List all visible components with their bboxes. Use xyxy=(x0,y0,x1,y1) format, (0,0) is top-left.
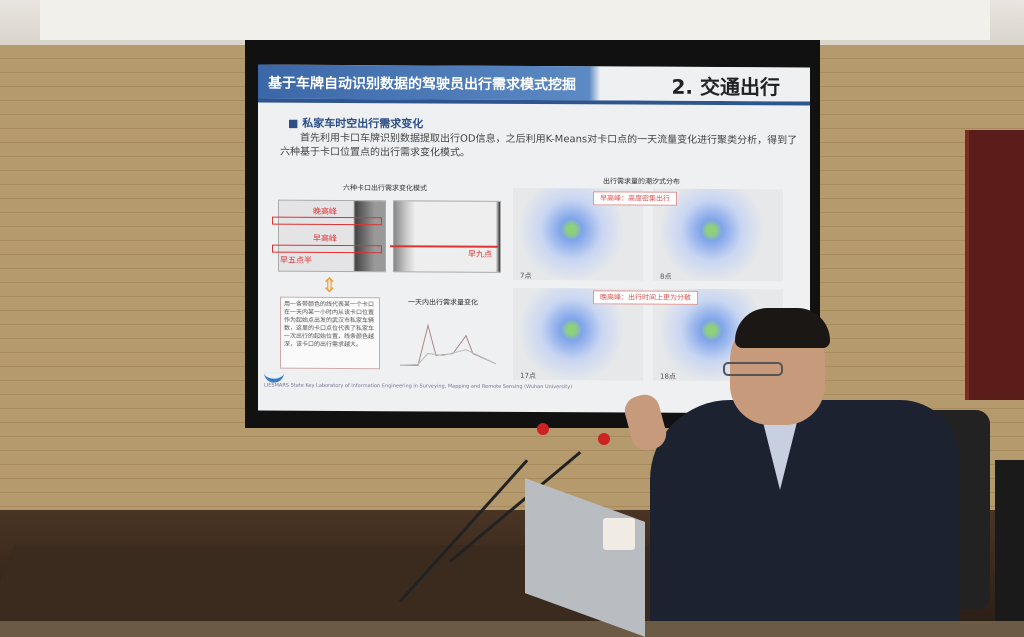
ceiling xyxy=(0,0,1024,50)
morning-peak-box xyxy=(272,244,382,254)
lab-logo-icon xyxy=(264,372,284,383)
daily-demand-line-chart xyxy=(399,323,497,366)
double-arrow-icon: ⇕ xyxy=(321,272,338,297)
label-9am: 早九点 xyxy=(468,249,492,259)
heatmap-2 xyxy=(393,200,501,273)
evening-peak-tag: 晚高峰：出行时间上更为分散 xyxy=(593,290,698,305)
office-chair-2 xyxy=(995,460,1024,621)
presenter-body xyxy=(650,400,960,621)
map-label-17: 17点 xyxy=(520,371,536,381)
demand-line-1 xyxy=(400,323,497,366)
microphone-tip-1 xyxy=(537,423,549,435)
door xyxy=(965,130,1024,400)
map-label-18: 18点 xyxy=(660,372,676,381)
slide-header: 基于车牌自动识别数据的驾驶员出行需求模式挖掘 2. 交通出行 xyxy=(258,64,810,102)
slide-footer: LIESMARS State Key Laboratory of Informa… xyxy=(264,382,573,391)
label-evening-peak: 晚高峰 xyxy=(313,206,337,216)
paper-cup xyxy=(603,518,635,550)
slide-body: 首先利用卡口车牌识别数据提取出行OD信息，之后利用K-Means对卡口点的一天流… xyxy=(280,132,798,159)
presentation-slide: 基于车牌自动识别数据的驾驶员出行需求模式挖掘 2. 交通出行 ■ 私家车时空出行… xyxy=(258,64,810,414)
presenter-hair xyxy=(735,308,830,348)
morning-peak-tag: 早高峰：高度密集出行 xyxy=(593,191,677,206)
slide-title: 基于车牌自动识别数据的驾驶员出行需求模式挖掘 xyxy=(268,75,576,94)
label-morning-peak: 早高峰 xyxy=(313,233,337,243)
demand-line-2 xyxy=(399,349,497,366)
bullet-text: 私家车时空出行需求变化 xyxy=(302,116,424,131)
microphone-tip-2 xyxy=(598,433,610,445)
slide-bullet: ■ 私家车时空出行需求变化 xyxy=(288,116,424,131)
description-box: 用一条带颜色的线代表某一个卡口在一天内某一小时内从该卡口位置作为起始点出发的武汉… xyxy=(280,296,380,370)
label-530am: 早五点半 xyxy=(280,255,312,265)
left-figure-title: 六种卡口出行需求变化模式 xyxy=(343,183,427,193)
evening-peak-box xyxy=(272,216,382,226)
right-figure-title: 出行需求量的潮汐式分布 xyxy=(603,177,680,186)
line-chart-title: 一天内出行需求量变化 xyxy=(408,298,478,307)
ceiling-panel xyxy=(40,0,990,40)
slide-section: 2. 交通出行 xyxy=(671,74,780,100)
glasses xyxy=(723,362,783,376)
map-label-7: 7点 xyxy=(520,271,532,280)
map-label-8: 8点 xyxy=(660,272,672,281)
